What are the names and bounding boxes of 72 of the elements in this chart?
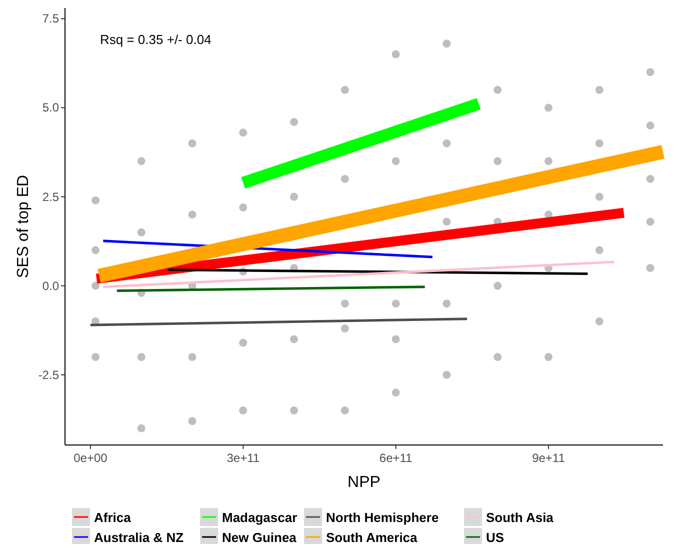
point — [188, 139, 196, 148]
point — [92, 353, 100, 362]
y-tick-label: -2.5 — [38, 368, 60, 382]
point — [392, 157, 400, 166]
x-tick-label: 6e+11 — [379, 451, 413, 465]
legend-label: South America — [326, 530, 418, 545]
point — [442, 139, 451, 148]
y-tick-label: 0.0 — [42, 278, 60, 293]
point — [188, 210, 196, 219]
y-tick-label: 5.0 — [42, 100, 60, 115]
point — [544, 157, 552, 166]
point — [442, 370, 451, 379]
x-tick-label: 9e+11 — [532, 451, 566, 465]
point — [494, 353, 502, 362]
point — [137, 228, 146, 236]
point — [188, 353, 196, 362]
annotation: Rsq = 0.35 +/- 0.04 — [100, 32, 212, 47]
point — [442, 300, 451, 308]
point — [239, 338, 248, 347]
point — [137, 353, 146, 362]
point — [290, 406, 298, 414]
point — [442, 40, 451, 48]
point — [290, 192, 298, 201]
point — [595, 86, 604, 94]
point — [595, 192, 604, 201]
point — [340, 300, 349, 308]
y-tick-label: 7.5 — [42, 12, 60, 26]
point — [290, 118, 298, 126]
point — [646, 264, 654, 272]
x-tick-label: 3e+11 — [226, 451, 260, 465]
point — [646, 122, 654, 130]
point — [188, 417, 196, 426]
point — [92, 196, 100, 204]
point — [494, 282, 502, 290]
point — [595, 139, 604, 148]
point — [595, 246, 604, 254]
point — [646, 68, 654, 76]
point — [340, 86, 349, 94]
x-tick-label: 0e+00 — [74, 451, 108, 465]
point — [494, 157, 502, 166]
x-axis-title: NPP — [348, 474, 380, 491]
point — [92, 246, 100, 254]
point — [137, 424, 146, 432]
point — [544, 104, 552, 112]
point — [92, 282, 100, 290]
point — [392, 50, 400, 58]
point — [239, 128, 248, 137]
legend-label: US — [486, 530, 504, 545]
legend-label: Africa — [94, 510, 132, 525]
legend-label: Australia & NZ — [94, 530, 184, 545]
legend-label: South Asia — [486, 510, 554, 525]
y-axis-title: SES of top ED — [15, 174, 32, 278]
point — [646, 174, 654, 183]
point — [340, 324, 349, 333]
point — [290, 335, 298, 344]
legend-label: North Hemisphere — [326, 510, 439, 525]
point — [646, 218, 654, 226]
point — [340, 406, 349, 414]
point — [392, 388, 400, 397]
point — [442, 218, 451, 226]
point — [137, 157, 146, 166]
point — [544, 353, 552, 362]
point — [239, 406, 248, 414]
legend-label: Madagascar — [222, 510, 298, 525]
point — [239, 203, 248, 212]
point — [595, 317, 604, 326]
y-tick-label: 2.5 — [42, 190, 60, 204]
point — [392, 300, 400, 308]
point — [340, 174, 349, 183]
point — [494, 86, 502, 94]
legend-label: New Guinea — [222, 530, 298, 545]
point — [392, 335, 400, 344]
